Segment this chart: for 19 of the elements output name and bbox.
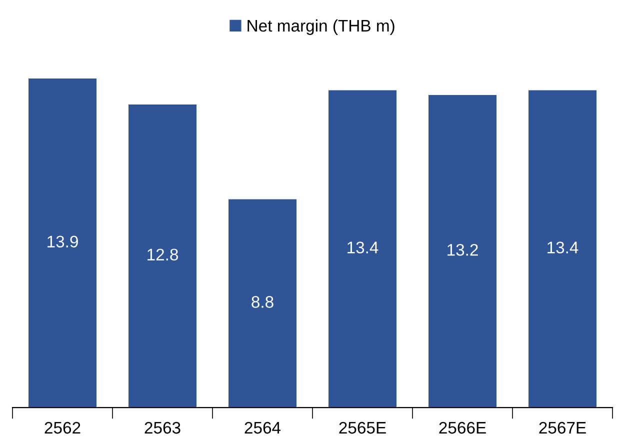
x-tick-label: 2566E bbox=[439, 422, 486, 434]
bar bbox=[428, 95, 496, 408]
legend-label: Net margin (THB m) bbox=[248, 19, 394, 35]
bar bbox=[528, 90, 596, 408]
x-tick-label: 2567E bbox=[539, 422, 586, 434]
bar bbox=[28, 78, 96, 408]
x-tick-label: 2562 bbox=[44, 422, 80, 434]
bar bbox=[328, 90, 396, 408]
x-tick-label: 2564 bbox=[244, 422, 281, 434]
data-label: 8.8 bbox=[252, 296, 274, 308]
data-label: 12.8 bbox=[148, 248, 178, 261]
data-label: 13.9 bbox=[48, 236, 78, 248]
bar bbox=[128, 104, 196, 408]
x-tick-label: 2563 bbox=[144, 422, 180, 434]
data-label: 13.2 bbox=[448, 244, 478, 256]
x-tick-label: 2565E bbox=[339, 422, 386, 434]
data-label: 13.4 bbox=[548, 242, 578, 254]
data-label: 13.4 bbox=[348, 242, 378, 254]
bar bbox=[228, 199, 296, 408]
